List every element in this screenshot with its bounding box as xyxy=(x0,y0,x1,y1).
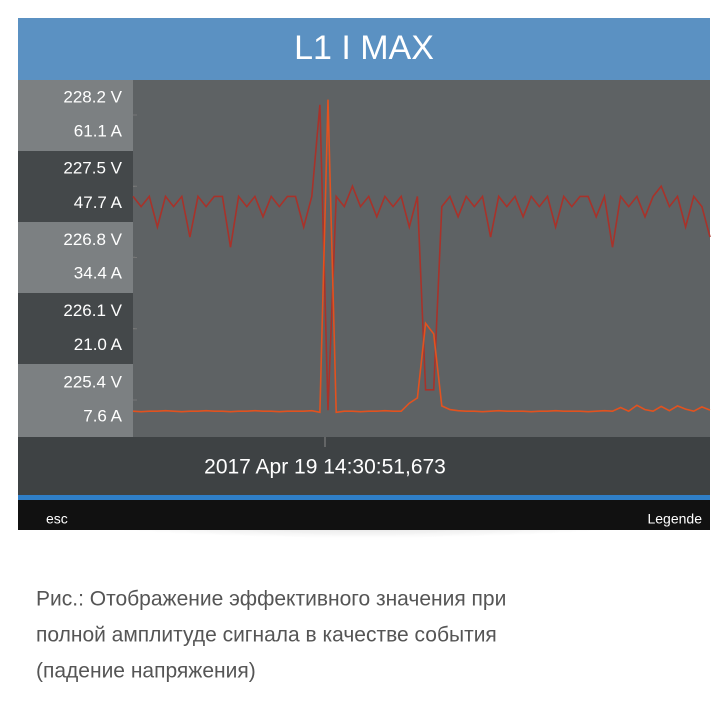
header xyxy=(18,18,710,80)
footer xyxy=(18,500,710,530)
label-column xyxy=(18,80,133,437)
timestamp: 2017 Apr 19 14:30:51,673 xyxy=(204,456,446,479)
y-tick-label: 226.8 V xyxy=(63,230,122,249)
y2-tick-label: 21.0 A xyxy=(74,335,123,354)
series-line xyxy=(132,99,711,414)
timestamp-bar xyxy=(18,437,710,495)
esc-button[interactable]: esc xyxy=(46,511,68,527)
y2-tick-label: 7.6 A xyxy=(83,406,122,425)
caption-line: Рис.: Отображение эффективного значения … xyxy=(36,588,506,611)
y-tick-label: 225.4 V xyxy=(63,372,122,391)
label-block xyxy=(18,293,133,364)
screen-title: L1 I MAX xyxy=(294,29,434,67)
caption-line: (падение напряжения) xyxy=(36,660,256,683)
label-block xyxy=(18,80,133,151)
label-block xyxy=(18,222,133,293)
separator xyxy=(18,495,710,500)
y2-tick-label: 61.1 A xyxy=(74,121,123,140)
plot-area xyxy=(133,80,710,437)
series-line xyxy=(132,104,711,411)
y-tick-label: 228.2 V xyxy=(63,87,122,106)
legend-button[interactable]: Legende xyxy=(647,511,702,527)
y2-tick-label: 47.7 A xyxy=(74,193,123,212)
label-block xyxy=(18,364,133,437)
label-block xyxy=(18,151,133,222)
caption-line: полной амплитуде сигнала в качестве собы… xyxy=(36,624,497,647)
y2-tick-label: 34.4 A xyxy=(74,264,123,283)
y-tick-label: 226.1 V xyxy=(63,301,122,320)
y-tick-label: 227.5 V xyxy=(63,159,122,178)
